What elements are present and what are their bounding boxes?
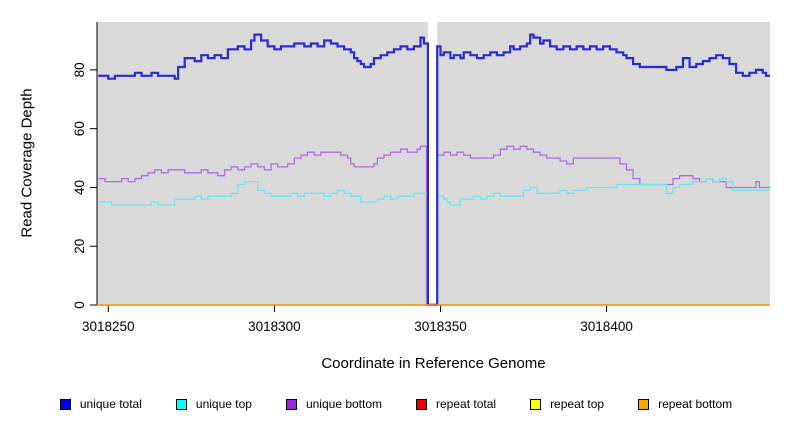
legend-swatch-icon	[59, 398, 71, 410]
y-axis-title: Read Coverage Depth	[18, 88, 36, 238]
legend-label: repeat bottom	[658, 397, 733, 411]
legend-swatch-icon	[175, 398, 187, 410]
x-tick-label: 3018400	[580, 319, 633, 334]
x-tick-label: 3018300	[248, 319, 301, 334]
legend-label: repeat total	[436, 397, 497, 411]
x-tick-label: 3018350	[414, 319, 467, 334]
legend-swatch-icon	[285, 398, 297, 410]
y-tick-label: 60	[72, 121, 87, 136]
legend-label: unique top	[195, 397, 252, 411]
x-axis-title: Coordinate in Reference Genome	[321, 355, 546, 372]
series-unique-total	[98, 33, 770, 307]
legend-item-repeat-bottom: repeat bottom	[638, 397, 732, 411]
legend-item-repeat-top: repeat top	[530, 397, 604, 411]
legend-swatch-icon	[530, 398, 542, 410]
legend-item-unique-total: unique total	[59, 397, 142, 411]
series-unique-bottom	[98, 145, 770, 306]
coverage-gap-band	[427, 22, 438, 303]
legend-label: unique bottom	[305, 397, 383, 411]
legend-item-unique-bottom: unique bottom	[285, 397, 383, 411]
legend-label: unique total	[79, 397, 142, 411]
legend-item-unique-top: unique top	[175, 397, 252, 411]
y-tick-label: 80	[72, 62, 87, 77]
y-tick-label: 20	[72, 239, 87, 254]
legend-swatch-icon	[638, 398, 650, 410]
y-tick-label: 0	[72, 301, 87, 309]
legend-label: repeat top	[550, 397, 605, 411]
chart-legend: unique total unique top unique bottom re…	[0, 397, 792, 411]
x-tick-label: 3018250	[82, 319, 135, 334]
legend-swatch-icon	[416, 398, 428, 410]
y-tick-label: 40	[72, 180, 87, 195]
legend-item-repeat-total: repeat total	[416, 397, 496, 411]
